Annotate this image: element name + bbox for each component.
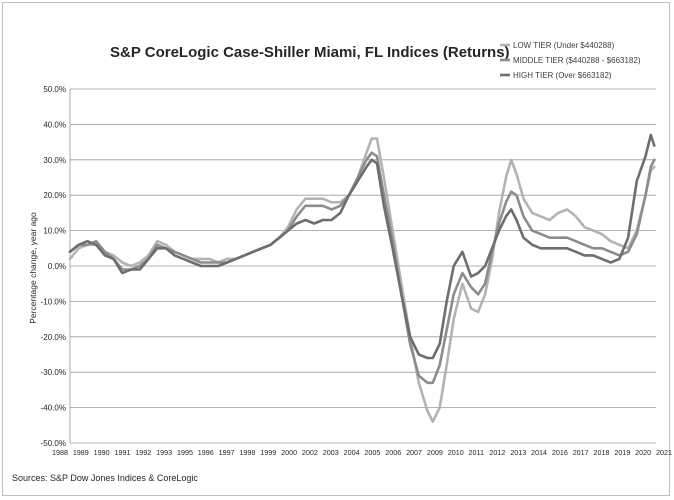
x-tick-label: 2021 [656, 448, 672, 457]
x-tick-label: 1988 [52, 448, 68, 457]
x-tick-label: 2012 [489, 448, 505, 457]
y-tick-label: -30.0% [41, 368, 66, 377]
y-tick-label: -50.0% [41, 439, 66, 448]
x-tick-label: 2002 [302, 448, 318, 457]
source-note: Sources: S&P Dow Jones Indices & CoreLog… [12, 473, 198, 483]
x-tick-label: 2005 [364, 448, 380, 457]
series-line-1 [68, 151, 656, 385]
y-tick-label: -40.0% [41, 404, 66, 413]
x-tick-label: 1995 [177, 448, 193, 457]
x-tick-label: 1991 [114, 448, 130, 457]
y-tick-label: -20.0% [41, 333, 66, 342]
y-tick-label: 50.0% [43, 85, 66, 94]
legend-label: MIDDLE TIER ($440288 - $663182) [513, 56, 641, 65]
y-tick-label: 0.0% [48, 262, 66, 271]
series-lines [68, 133, 656, 424]
y-tick-label: 20.0% [43, 191, 66, 200]
x-tick-label: 2017 [573, 448, 589, 457]
chart-title: S&P CoreLogic Case-Shiller Miami, FL Ind… [110, 44, 510, 61]
x-tick-label: 2019 [614, 448, 630, 457]
x-tick-label: 2003 [323, 448, 339, 457]
x-tick-label: 2010 [448, 448, 464, 457]
x-axis-ticks: 1988 1989 1990 1991 1992 1993 1995 1996 1997 1998… [52, 448, 672, 457]
x-tick-label: 1999 [260, 448, 276, 457]
legend-label: HIGH TIER (Over $663182) [513, 71, 612, 80]
x-tick-label: 2020 [635, 448, 651, 457]
x-tick-label: 2000 [281, 448, 297, 457]
x-tick-label: 1996 [198, 448, 214, 457]
x-tick-label: 1993 [156, 448, 172, 457]
series-line-2 [68, 133, 656, 360]
x-tick-label: 2007 [406, 448, 422, 457]
y-tick-label: 30.0% [43, 156, 66, 165]
x-tick-label: 1990 [94, 448, 110, 457]
x-tick-label: 2014 [531, 448, 547, 457]
x-tick-label: 2009 [427, 448, 443, 457]
x-tick-label: 2018 [594, 448, 610, 457]
x-tick-label: 2016 [552, 448, 568, 457]
x-tick-label: 1992 [135, 448, 151, 457]
grid [69, 88, 656, 444]
x-tick-label: 2013 [510, 448, 526, 457]
y-tick-label: -10.0% [41, 297, 66, 306]
y-axis-ticks: -50.0% -40.0% -30.0% -20.0% -10.0% 0.0% 10.0% 2… [41, 85, 66, 448]
y-axis-label: Percentage change, year ago [28, 212, 38, 324]
legend-label: LOW TIER (Under $440288) [513, 41, 615, 50]
series-line-0 [68, 137, 656, 424]
x-tick-label: 2004 [344, 448, 360, 457]
x-tick-label: 2006 [385, 448, 401, 457]
x-tick-label: 1998 [239, 448, 255, 457]
x-tick-label: 1989 [73, 448, 89, 457]
legend: LOW TIER (Under $440288) MIDDLE TIER ($44… [500, 41, 641, 80]
x-tick-label: 2011 [469, 448, 484, 457]
x-tick-label: 1997 [219, 448, 235, 457]
y-tick-label: 10.0% [43, 227, 66, 236]
y-tick-label: 40.0% [43, 120, 66, 129]
